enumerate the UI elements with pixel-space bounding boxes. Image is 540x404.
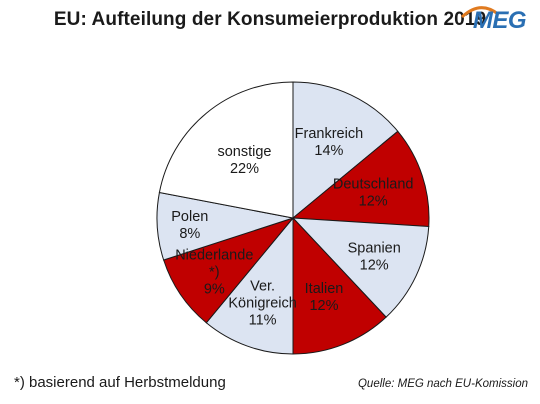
slice-label-1: Deutschland 12% <box>333 176 414 209</box>
slice-label-2: Spanien 12% <box>348 241 401 274</box>
slice-label-7: sonstige 22% <box>217 144 271 177</box>
logo-arc-icon <box>460 6 499 18</box>
slice-label-6: Polen 8% <box>171 209 208 242</box>
pie-slice-7 <box>158 81 294 219</box>
pie-slice-2 <box>291 217 430 318</box>
pie-slice-3 <box>292 216 387 355</box>
pie-slice-0 <box>292 81 399 220</box>
pie-slice-4 <box>205 216 294 355</box>
footnote: *) basierend auf Herbstmeldung <box>14 374 226 391</box>
pie-labels: Frankreich 14% Deutschland 12% Spanien 12%Ita… <box>171 126 413 328</box>
slice-label-3: Italien 12% <box>305 281 344 314</box>
slice-label-0: Frankreich 14% <box>295 126 364 159</box>
source-note: Quelle: MEG nach EU-Komission <box>357 378 528 390</box>
meg-logo: MEG <box>472 7 527 34</box>
slice-label-5: Niederlande *) 9% <box>175 248 253 298</box>
slice-label-4: Ver. Königreich 11% <box>228 279 297 329</box>
pie-slices <box>156 81 430 355</box>
chart-title: EU: Aufteilung der Konsumeierproduktion … <box>53 9 487 30</box>
pie-slice-1 <box>291 130 430 228</box>
